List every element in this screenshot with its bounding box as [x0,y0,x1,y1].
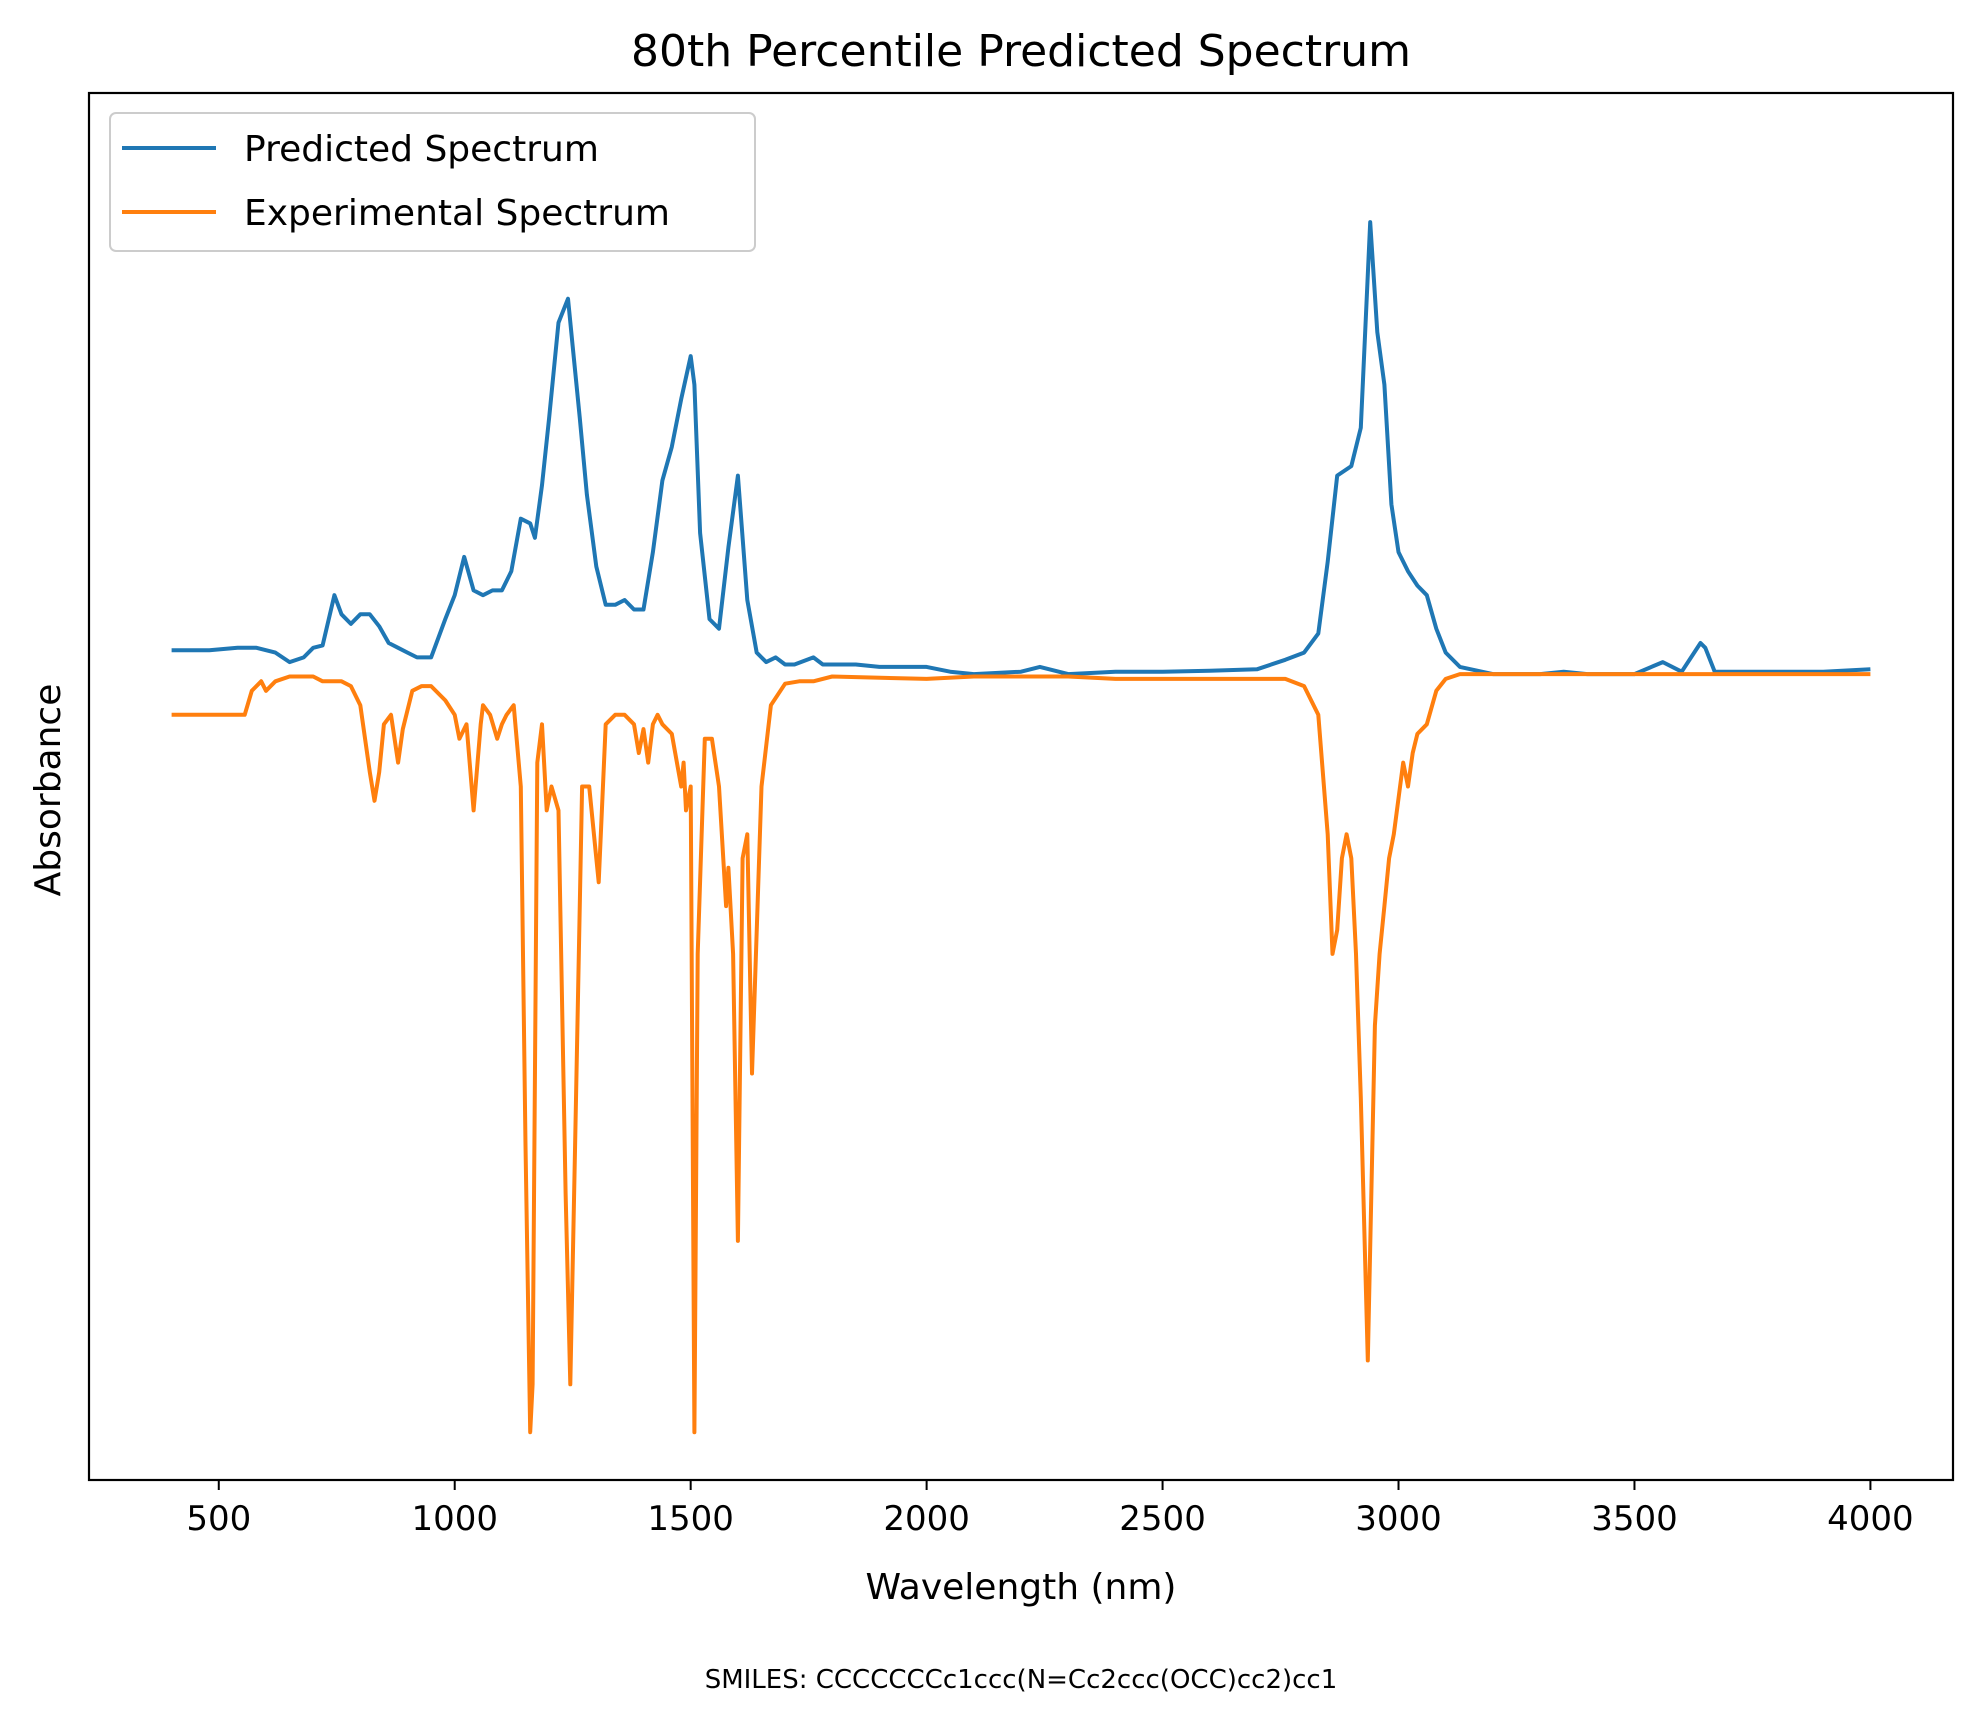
series-line-predicted [171,220,1871,677]
plot-frame [87,91,1955,1482]
x-tick-label: 500 [186,1499,251,1539]
x-tick-label: 3500 [1591,1499,1678,1539]
series-line-experimental [171,672,1871,1435]
legend: Predicted Spectrum Experimental Spectrum [109,112,756,252]
x-tick-label: 3000 [1355,1499,1442,1539]
x-tick-label: 1000 [411,1499,498,1539]
legend-label-predicted: Predicted Spectrum [244,129,599,170]
x-tick-label: 2000 [883,1499,970,1539]
x-tick-label: 4000 [1827,1499,1914,1539]
x-axis-label: Wavelength (nm) [866,1567,1177,1608]
series-layer [171,220,1871,1435]
x-tick-label: 1500 [647,1499,734,1539]
x-tick-label: 2500 [1119,1499,1206,1539]
legend-box [109,112,756,252]
plot-area: 500 1000 1500 2000 2500 3000 3500 4000 [87,91,1955,1539]
y-axis-label: Absorbance [28,684,69,897]
chart-title: 80th Percentile Predicted Spectrum [631,26,1411,77]
x-axis-ticks: 500 1000 1500 2000 2500 3000 3500 4000 [186,1480,1914,1539]
smiles-caption: SMILES: CCCCCCCc1ccc(N=Cc2ccc(OCC)cc2)cc… [705,1665,1338,1695]
legend-label-experimental: Experimental Spectrum [244,193,670,234]
